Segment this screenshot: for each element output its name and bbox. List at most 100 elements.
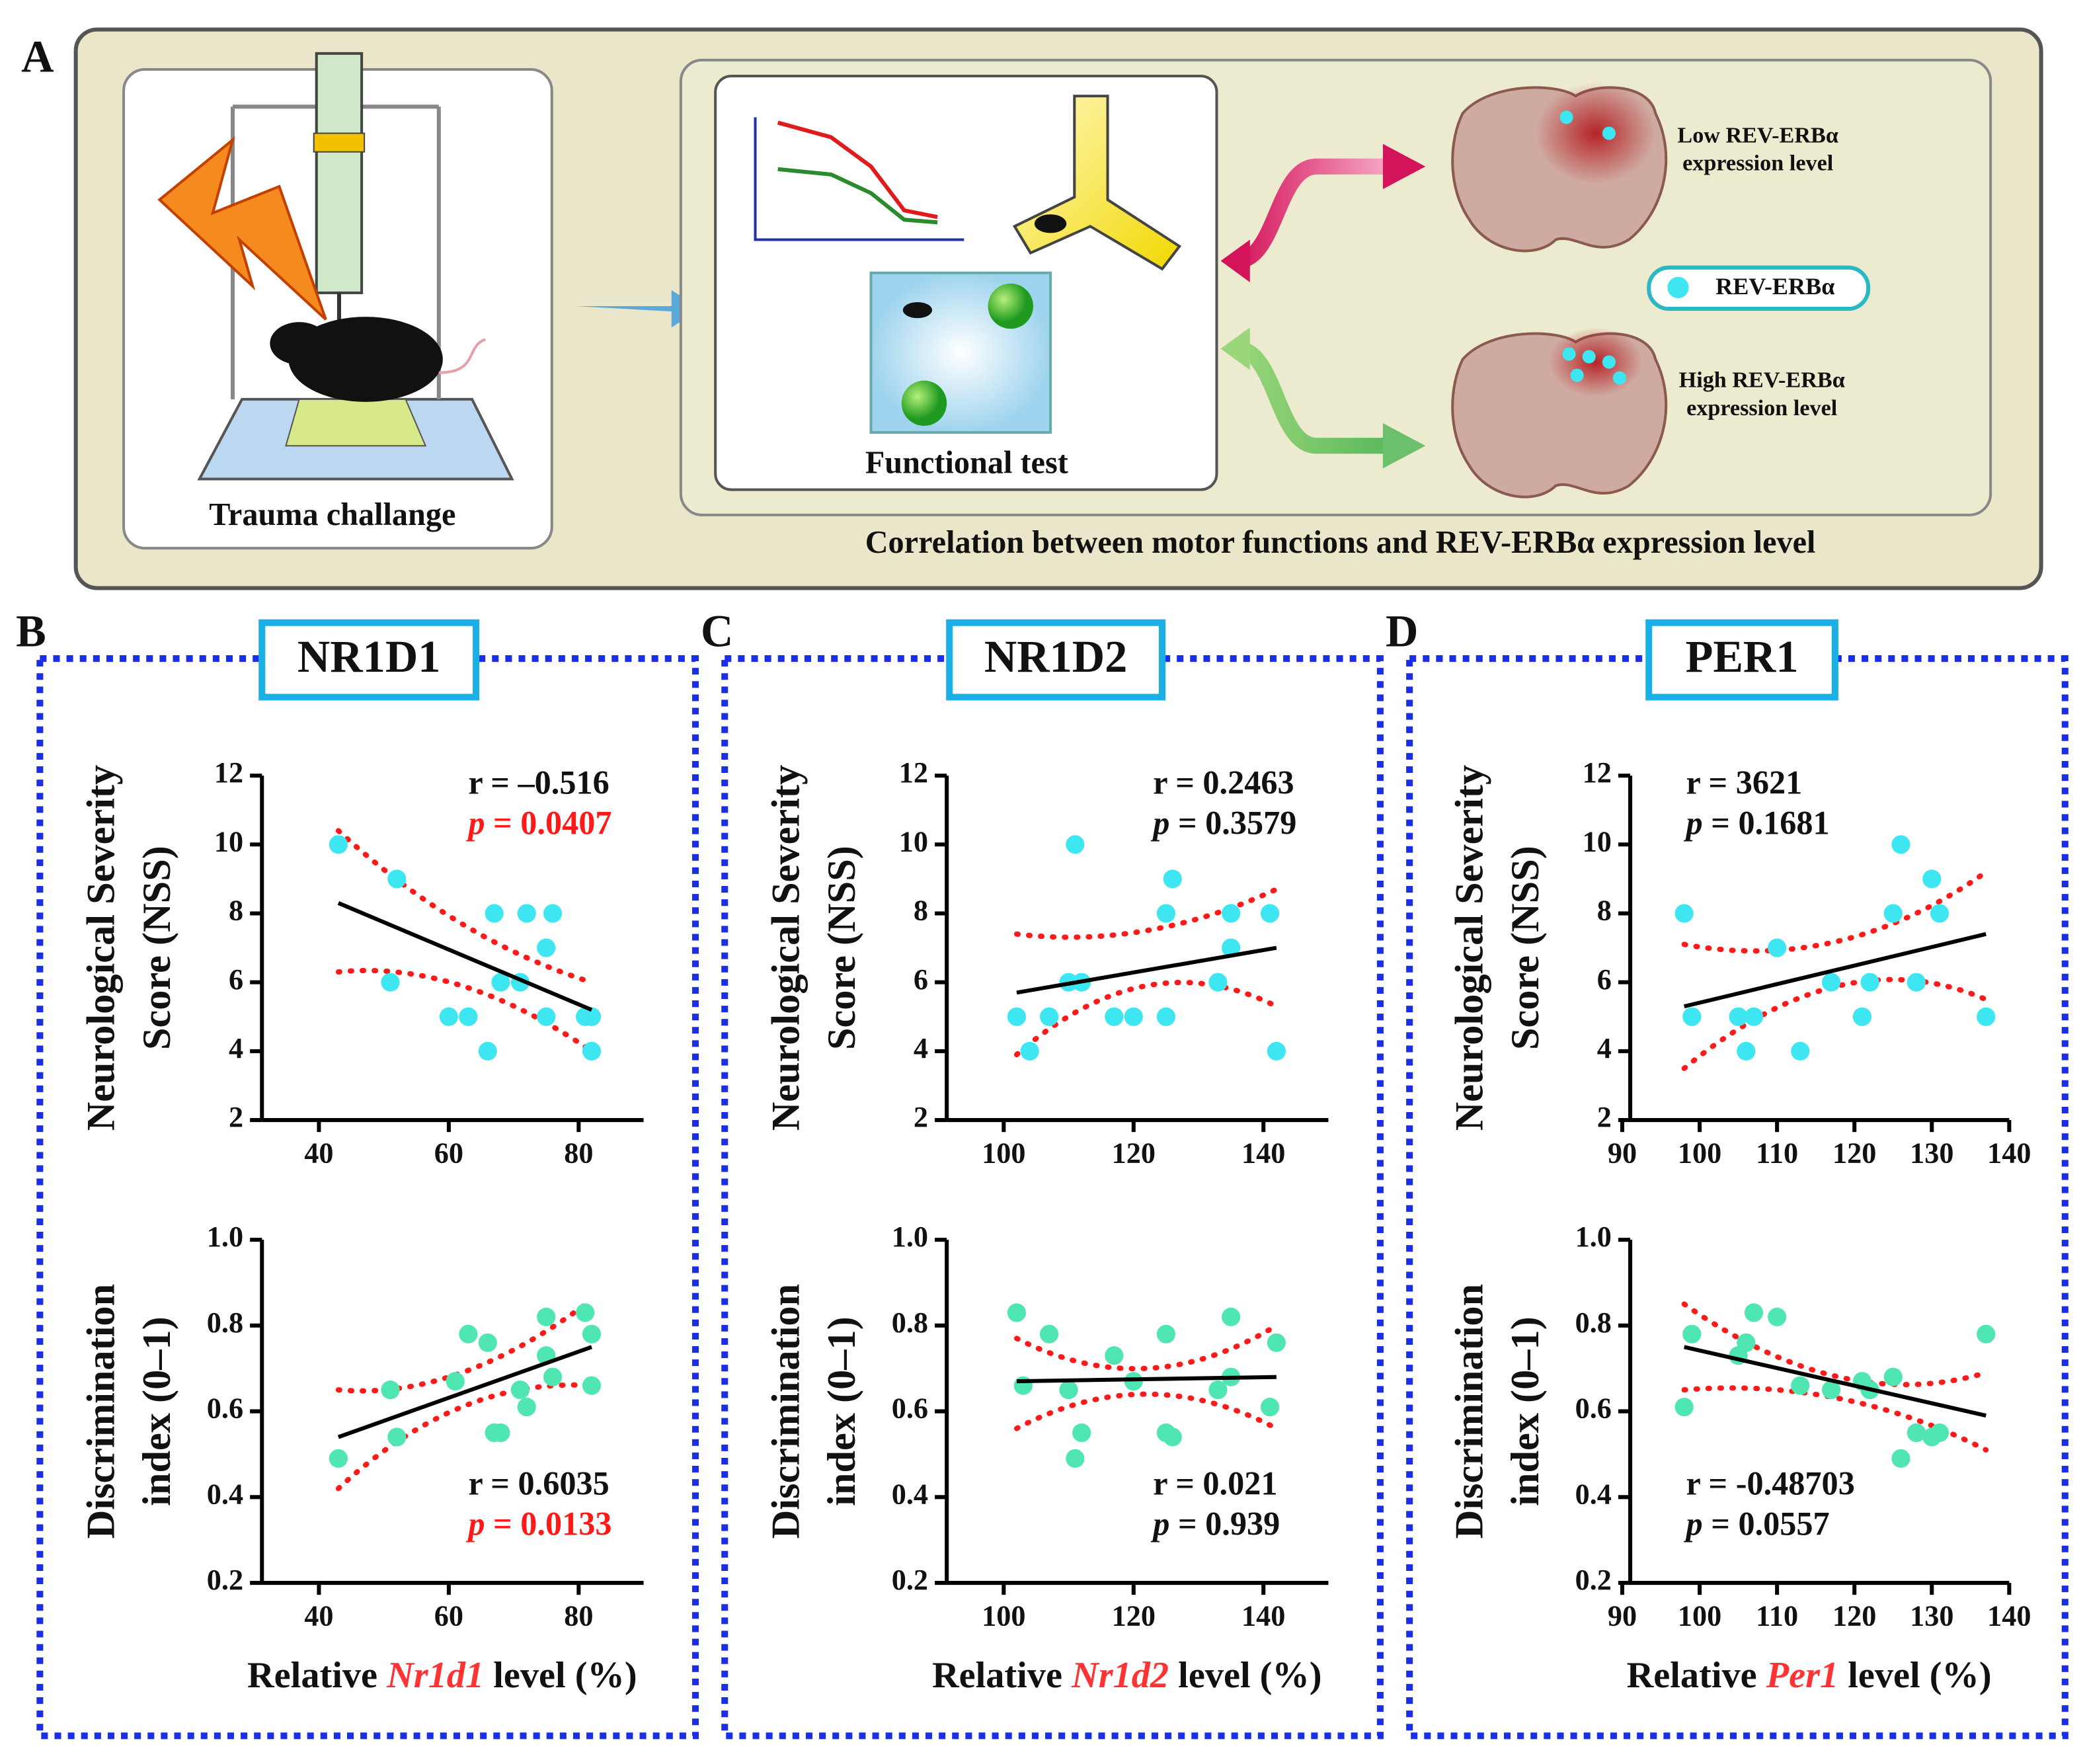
x-tick-label: 130 xyxy=(1910,1600,1953,1632)
x-tick-label: 110 xyxy=(1756,1137,1798,1170)
x-tick-label: 100 xyxy=(982,1600,1025,1632)
data-point xyxy=(1040,1007,1059,1026)
y-tick-label: 0.2 xyxy=(892,1564,928,1596)
y-axis-label: index (0–1) xyxy=(135,1316,179,1506)
annotation-p-symbol: p xyxy=(1150,1505,1169,1542)
panel-letter: A xyxy=(21,32,54,82)
data-point xyxy=(1930,1423,1949,1443)
y-tick-label: 12 xyxy=(214,756,243,789)
y-tick-label: 0.6 xyxy=(207,1392,243,1425)
y-axis-label: Discrimination xyxy=(1448,1284,1492,1539)
y-tick-label: 0.6 xyxy=(892,1392,928,1425)
y-tick-label: 8 xyxy=(914,895,928,927)
x-axis-label-part: Relative xyxy=(932,1655,1072,1696)
data-point xyxy=(1124,1007,1143,1026)
data-point xyxy=(1156,1007,1175,1026)
y-axis-label: Discrimination xyxy=(79,1284,124,1539)
test-caption: Functional test xyxy=(865,445,1068,480)
x-tick-label: 140 xyxy=(1241,1600,1285,1632)
data-point xyxy=(1105,1346,1124,1365)
panel-letter: D xyxy=(1386,606,1418,657)
y-tick-label: 0.2 xyxy=(207,1564,243,1596)
x-tick-label: 130 xyxy=(1910,1137,1953,1170)
annotation-r: r = 0.6035 xyxy=(468,1465,609,1502)
x-tick-label: 140 xyxy=(1987,1137,2031,1170)
brain-illustrations xyxy=(1451,83,1871,499)
y-axis-label: index (0–1) xyxy=(1503,1316,1548,1506)
data-point xyxy=(1977,1324,1996,1343)
data-point xyxy=(1907,1423,1926,1443)
data-point xyxy=(1267,1041,1286,1061)
data-point xyxy=(1059,1381,1078,1400)
data-point xyxy=(1768,1307,1787,1326)
data-point xyxy=(537,1007,556,1026)
data-point xyxy=(1737,1333,1756,1352)
annotation-p-value: = 0.0133 xyxy=(485,1505,611,1542)
annotation-p-value: = 0.0407 xyxy=(485,804,611,841)
annotation-r: r = 0.2463 xyxy=(1153,764,1294,801)
x-tick-label: 100 xyxy=(1678,1137,1721,1170)
test-illustrations xyxy=(754,95,1182,434)
y-tick-label: 6 xyxy=(1597,963,1612,996)
data-point xyxy=(1163,1427,1182,1447)
fit-line xyxy=(1683,1345,1987,1418)
fit-line xyxy=(1016,1375,1277,1384)
data-point xyxy=(1208,973,1228,992)
annotation-p: p = 0.0407 xyxy=(465,804,611,841)
data-point xyxy=(1267,1333,1286,1352)
x-tick-label: 40 xyxy=(304,1137,333,1170)
y-tick-label: 6 xyxy=(229,963,243,996)
y-tick-label: 12 xyxy=(1583,756,1612,789)
data-point xyxy=(1891,835,1910,854)
panel-title-box xyxy=(258,619,480,701)
data-point xyxy=(387,869,407,889)
data-point xyxy=(446,1372,465,1391)
data-point xyxy=(1222,904,1241,923)
annotation-p-symbol: p xyxy=(1684,1505,1703,1542)
annotation-p-value: = 0.1681 xyxy=(1703,804,1830,841)
panel-letter: C xyxy=(701,606,733,657)
data-point xyxy=(582,1041,602,1061)
data-point xyxy=(1860,973,1879,992)
x-tick-label: 60 xyxy=(434,1600,463,1632)
x-tick-label: 60 xyxy=(434,1137,463,1170)
annotation-r: r = 3621 xyxy=(1686,764,1803,801)
x-axis-label-part: Nr1d1 xyxy=(386,1655,484,1696)
x-axis-label: Relative Per1 level (%) xyxy=(1627,1655,1992,1696)
y-tick-label: 1.0 xyxy=(892,1221,928,1253)
data-point xyxy=(1156,904,1175,923)
y-tick-label: 0.8 xyxy=(892,1306,928,1339)
y-tick-label: 12 xyxy=(899,756,928,789)
x-tick-label: 120 xyxy=(1112,1137,1156,1170)
data-point xyxy=(1013,1376,1033,1395)
high-label: High REV-ERBα xyxy=(1679,368,1845,393)
data-point xyxy=(459,1324,478,1343)
fit-line xyxy=(1683,932,1987,1009)
data-point xyxy=(1883,904,1903,923)
data-point xyxy=(1922,869,1942,889)
data-point xyxy=(1852,1007,1871,1026)
y-tick-label: 4 xyxy=(1597,1032,1612,1064)
panel-title: NR1D2 xyxy=(984,631,1128,682)
confidence-band xyxy=(1681,977,1989,1071)
data-point xyxy=(543,904,563,923)
legend-label: REV-ERBα xyxy=(1715,273,1834,300)
data-point xyxy=(1007,1303,1027,1322)
x-axis-label-part: Relative xyxy=(247,1655,387,1696)
x-tick-label: 80 xyxy=(564,1600,593,1632)
x-axis-label-part: level (%) xyxy=(484,1655,637,1696)
x-axis-label-part: level (%) xyxy=(1169,1655,1321,1696)
y-tick-label: 6 xyxy=(914,963,928,996)
x-axis-label-part: Nr1d2 xyxy=(1071,1655,1169,1696)
y-axis-label: Score (NSS) xyxy=(135,846,179,1050)
x-tick-label: 140 xyxy=(1987,1600,2031,1632)
data-point xyxy=(439,1007,458,1026)
data-point xyxy=(576,1303,595,1322)
data-point xyxy=(1260,904,1280,923)
data-point xyxy=(478,1041,497,1061)
annotation-p-value: = 0.0557 xyxy=(1703,1505,1830,1542)
data-point xyxy=(543,1367,563,1386)
annotation-r: r = –0.516 xyxy=(468,764,609,801)
annotation-p: p = 0.0133 xyxy=(465,1505,611,1542)
